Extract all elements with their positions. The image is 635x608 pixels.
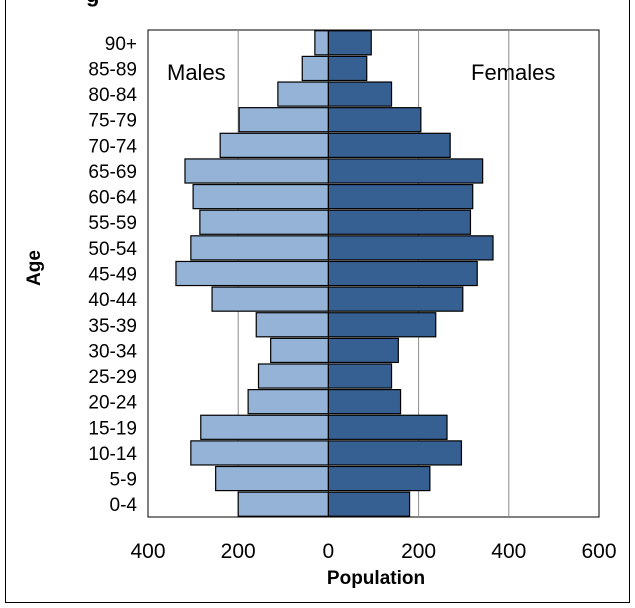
series-label-males: Males	[167, 60, 226, 85]
bar-males-10-14	[190, 440, 329, 466]
bar-males-55-59	[199, 209, 330, 235]
y-tick-label-60-64: 60-64	[88, 188, 137, 209]
bar-females-0-4	[327, 491, 411, 517]
bar-females-50-54	[327, 235, 494, 261]
y-tick-label-35-39: 35-39	[88, 316, 137, 337]
bar-males-0-4	[237, 491, 329, 517]
bar-females-80-84	[327, 81, 393, 107]
x-axis-label: Population	[327, 568, 425, 589]
bar-females-35-39	[327, 312, 437, 338]
x-tick-label-1: 200	[221, 540, 256, 563]
x-tick-label-2: 0	[323, 540, 335, 563]
bar-males-20-24	[247, 389, 329, 415]
bar-males-85-89	[301, 55, 330, 82]
bar-females-65-69	[327, 158, 484, 184]
y-tick-label-85-89: 85-89	[88, 59, 137, 80]
bar-females-30-34	[327, 337, 399, 364]
y-tick-label-10-14: 10-14	[88, 444, 137, 465]
x-tick-labels: 400 200 0 200 400 600	[130, 540, 616, 563]
y-tick-label-50-54: 50-54	[88, 239, 137, 260]
bar-females-25-29	[327, 363, 393, 389]
bar-females-85-89	[327, 55, 368, 82]
bar-males-40-44	[211, 286, 330, 312]
bar-females-20-24	[327, 389, 402, 415]
y-tick-label-75-79: 75-79	[88, 111, 137, 132]
y-tick-label-55-59: 55-59	[88, 213, 137, 234]
bar-males-70-74	[219, 132, 330, 158]
y-tick-labels: 0-4 5-9 10-14 15-19 20-24 25-29 30-34 35-39 40-4…	[88, 34, 137, 516]
bar-females-55-59	[327, 209, 472, 235]
y-tick-label-65-69: 65-69	[88, 162, 137, 183]
y-tick-label-15-19: 15-19	[88, 418, 137, 439]
series-label-females: Females	[471, 60, 555, 85]
bar-males-65-69	[184, 158, 329, 184]
bar-males-50-54	[190, 235, 329, 261]
bar-females-60-64	[327, 183, 474, 210]
bars	[175, 30, 494, 517]
y-tick-label-30-34: 30-34	[88, 341, 137, 362]
bar-males-60-64	[192, 183, 330, 210]
y-tick-label-5-9: 5-9	[110, 470, 137, 491]
y-tick-label-20-24: 20-24	[88, 393, 137, 414]
y-tick-label-25-29: 25-29	[88, 367, 137, 388]
bar-females-45-49	[327, 260, 478, 287]
bar-males-15-19	[200, 414, 330, 440]
bar-females-5-9	[327, 465, 431, 492]
bar-males-30-34	[270, 337, 329, 364]
bar-females-90+	[327, 30, 372, 56]
y-tick-label-80-84: 80-84	[88, 85, 137, 106]
x-tick-label-0: 400	[130, 540, 165, 563]
y-tick-label-90+: 90+	[105, 34, 137, 55]
y-tick-label-70-74: 70-74	[88, 136, 137, 157]
x-tick-label-3: 200	[401, 540, 436, 563]
bar-females-40-44	[327, 286, 464, 312]
bar-males-75-79	[238, 107, 330, 133]
bar-males-45-49	[175, 260, 330, 287]
y-tick-label-45-49: 45-49	[88, 265, 137, 286]
chart-title-fragment: g	[86, 0, 99, 8]
bar-males-35-39	[255, 312, 329, 338]
bar-males-90+	[314, 30, 329, 56]
bar-males-5-9	[215, 465, 329, 492]
chart-frame: g	[5, 0, 630, 603]
bar-females-75-79	[327, 107, 422, 133]
bar-females-70-74	[327, 132, 451, 158]
bar-males-80-84	[277, 81, 330, 107]
y-tick-label-40-44: 40-44	[88, 290, 137, 311]
bar-males-25-29	[257, 363, 329, 389]
bar-females-15-19	[327, 414, 448, 440]
y-axis-label: Age	[24, 250, 45, 286]
x-tick-label-4: 400	[491, 540, 526, 563]
y-tick-label-0-4: 0-4	[110, 495, 138, 516]
bar-females-10-14	[327, 440, 463, 466]
x-tick-label-5: 600	[581, 540, 616, 563]
